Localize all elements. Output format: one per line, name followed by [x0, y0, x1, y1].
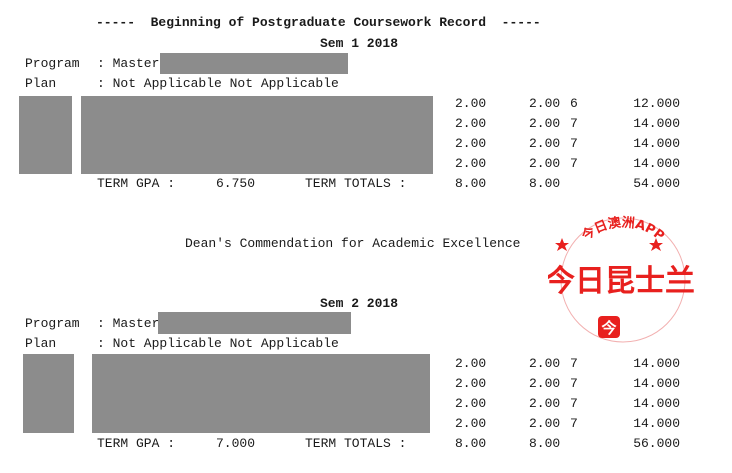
redacted-course-codes: [19, 96, 72, 174]
attempted-value: 2.00: [455, 156, 487, 171]
earned-value: 2.00: [529, 376, 561, 391]
term-gpa-value: 7.000: [216, 436, 256, 451]
watermark-arc-text: 今日澳洲APP: [578, 214, 667, 244]
redacted-course-codes: [23, 354, 74, 433]
earned-value: 2.00: [529, 416, 561, 431]
plan-label: Plan: [25, 76, 57, 91]
attempted-value: 2.00: [455, 416, 487, 431]
earned-value: 2.00: [529, 356, 561, 371]
grade-value: 7: [570, 116, 578, 131]
earned-value: 2.00: [529, 396, 561, 411]
program-value: : Master: [97, 316, 160, 331]
term-gpa-label: TERM GPA :: [97, 436, 176, 451]
attempted-value: 2.00: [455, 96, 487, 111]
grade-value: 7: [570, 376, 578, 391]
totals-attempted: 8.00: [455, 176, 487, 191]
earned-value: 2.00: [529, 116, 561, 131]
plan-value: : Not Applicable Not Applicable: [97, 336, 339, 351]
earned-value: 2.00: [529, 96, 561, 111]
grade-value: 7: [570, 396, 578, 411]
record-title: ----- Beginning of Postgraduate Coursewo…: [96, 15, 541, 30]
attempted-value: 2.00: [455, 136, 487, 151]
redacted-course-titles: [92, 354, 430, 433]
svg-text:今: 今: [600, 319, 616, 337]
svg-text:今日澳洲APP: 今日澳洲APP: [578, 214, 667, 244]
attempted-value: 2.00: [455, 396, 487, 411]
totals-points: 56.000: [633, 436, 680, 451]
totals-earned: 8.00: [529, 176, 561, 191]
redacted-course-titles: [81, 96, 433, 174]
semester-title: Sem 1 2018: [320, 36, 399, 51]
term-totals-label: TERM TOTALS :: [305, 436, 407, 451]
plan-label: Plan: [25, 336, 57, 351]
redacted-program-name: [158, 312, 351, 334]
totals-attempted: 8.00: [455, 436, 487, 451]
semester-title: Sem 2 2018: [320, 296, 399, 311]
term-gpa-value: 6.750: [216, 176, 256, 191]
attempted-value: 2.00: [455, 356, 487, 371]
earned-value: 2.00: [529, 156, 561, 171]
watermark-logo: 今日澳洲APP 今日昆士兰 今: [545, 205, 698, 355]
points-value: 12.000: [633, 96, 680, 111]
points-value: 14.000: [633, 136, 680, 151]
grade-value: 7: [570, 416, 578, 431]
grade-value: 7: [570, 136, 578, 151]
watermark-main-text: 今日昆士兰: [548, 264, 695, 299]
earned-value: 2.00: [529, 136, 561, 151]
points-value: 14.000: [633, 416, 680, 431]
points-value: 14.000: [633, 376, 680, 391]
grade-value: 7: [570, 356, 578, 371]
program-label: Program: [25, 316, 80, 331]
totals-earned: 8.00: [529, 436, 561, 451]
totals-points: 54.000: [633, 176, 680, 191]
points-value: 14.000: [633, 356, 680, 371]
redacted-program-name: [160, 53, 348, 74]
grade-value: 6: [570, 96, 578, 111]
points-value: 14.000: [633, 116, 680, 131]
program-label: Program: [25, 56, 80, 71]
program-value: : Master: [97, 56, 160, 71]
points-value: 14.000: [633, 156, 680, 171]
deans-commendation: Dean's Commendation for Academic Excelle…: [185, 236, 521, 251]
attempted-value: 2.00: [455, 376, 487, 391]
points-value: 14.000: [633, 396, 680, 411]
plan-value: : Not Applicable Not Applicable: [97, 76, 339, 91]
term-totals-label: TERM TOTALS :: [305, 176, 407, 191]
term-gpa-label: TERM GPA :: [97, 176, 176, 191]
watermark-seal-icon: 今日澳洲APP 今日昆士兰 今: [545, 214, 695, 343]
grade-value: 7: [570, 156, 578, 171]
attempted-value: 2.00: [455, 116, 487, 131]
